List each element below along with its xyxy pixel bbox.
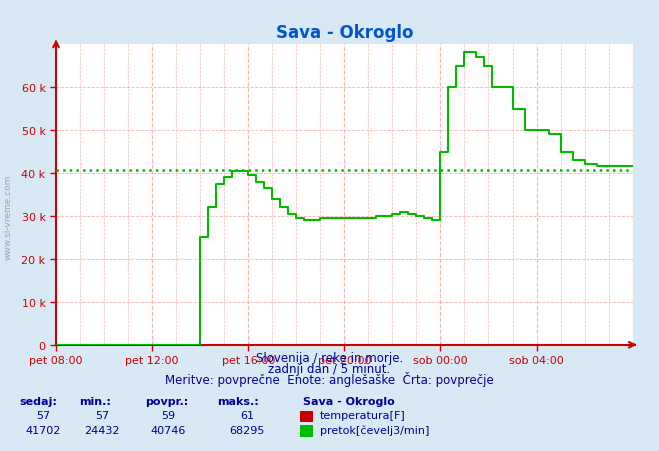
Text: pretok[čevelj3/min]: pretok[čevelj3/min]	[320, 424, 429, 435]
Text: 24432: 24432	[84, 425, 120, 435]
Text: Sava - Okroglo: Sava - Okroglo	[303, 396, 395, 405]
Text: maks.:: maks.:	[217, 396, 259, 405]
Text: Meritve: povprečne  Enote: anglešaške  Črta: povprečje: Meritve: povprečne Enote: anglešaške Črt…	[165, 371, 494, 387]
Text: zadnji dan / 5 minut.: zadnji dan / 5 minut.	[268, 362, 391, 375]
Text: temperatura[F]: temperatura[F]	[320, 410, 405, 420]
Text: 57: 57	[95, 410, 109, 420]
Text: 59: 59	[161, 410, 175, 420]
Text: min.:: min.:	[79, 396, 111, 405]
Text: povpr.:: povpr.:	[145, 396, 188, 405]
Text: Slovenija / reke in morje.: Slovenija / reke in morje.	[256, 351, 403, 364]
Text: 68295: 68295	[229, 425, 265, 435]
Text: 41702: 41702	[25, 425, 61, 435]
Title: Sava - Okroglo: Sava - Okroglo	[275, 24, 413, 42]
Text: www.si-vreme.com: www.si-vreme.com	[4, 174, 13, 259]
Text: 40746: 40746	[150, 425, 186, 435]
Text: 57: 57	[36, 410, 50, 420]
Text: 61: 61	[240, 410, 254, 420]
Text: sedaj:: sedaj:	[20, 396, 57, 405]
